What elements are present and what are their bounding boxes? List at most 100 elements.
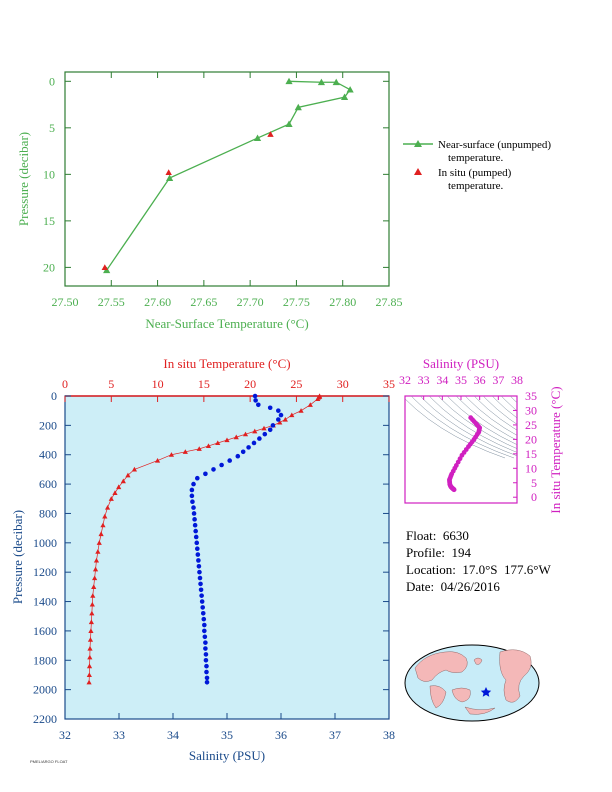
- salinity-profile-point: [267, 405, 273, 411]
- salinity-profile-point: [189, 487, 195, 493]
- temperature-profile-point: [102, 513, 108, 519]
- profile-y-tick-label: 1000: [33, 536, 57, 550]
- temperature-x-tick-label: 20: [244, 377, 256, 391]
- temperature-profile-point: [91, 584, 97, 589]
- salinity-profile-point: [197, 575, 203, 581]
- temperature-profile-point: [108, 496, 114, 501]
- ts-density-contours: [405, 396, 517, 459]
- ts-y-tick-label: 30: [525, 403, 537, 417]
- unpumped-temperature-point: [332, 78, 340, 86]
- salinity-profile-point: [195, 546, 200, 551]
- temperature-profile-point: [112, 490, 118, 495]
- salinity-profile-point: [204, 679, 210, 685]
- unpumped-temperature-point: [294, 103, 302, 111]
- salinity-profile-point: [252, 393, 258, 399]
- temperature-profile-point: [205, 443, 212, 448]
- temperature-profile-point: [87, 654, 93, 660]
- density-contour: [464, 396, 517, 436]
- profile-y-tick-label: 2200: [33, 712, 57, 726]
- profile-y-tick-label: 1200: [33, 565, 57, 579]
- salinity-profile-point: [202, 634, 208, 640]
- near-surface-x-tick-label: 27.85: [376, 295, 403, 309]
- near-surface-y-tick-label: 10: [43, 167, 55, 181]
- float-info-row: Float: 6630: [406, 528, 469, 544]
- salinity-profile-point: [201, 616, 207, 622]
- salinity-profile-point: [191, 481, 196, 487]
- temperature-profile-point: [95, 549, 101, 554]
- temperature-profile-point: [154, 458, 161, 463]
- salinity-profile-point: [191, 511, 197, 516]
- salinity-profile-point: [194, 540, 200, 546]
- temperature-profile-point: [298, 408, 304, 413]
- legend-unpumped-marker: [414, 140, 422, 147]
- ts-x-tick-label: 35: [455, 373, 467, 387]
- salinity-profile-point: [198, 581, 203, 587]
- profile-y-tick-label: 1600: [33, 624, 57, 638]
- date-info-row: Date: 04/26/2016: [406, 579, 500, 595]
- temperature-profile-point: [242, 431, 249, 437]
- salinity-profile-point: [270, 423, 276, 428]
- temperature-profile-point: [168, 452, 175, 457]
- temperature-profile-point: [116, 484, 122, 490]
- profile-y-tick-label: 1800: [33, 653, 57, 667]
- profile-y-tick-label: 400: [39, 448, 57, 462]
- temperature-x-tick-label: 30: [337, 377, 349, 391]
- profile-y-tick-label: 800: [39, 506, 57, 520]
- ts-profile-point: [451, 487, 457, 493]
- location-value: 17.0°S 177.6°W: [462, 562, 551, 577]
- temperature-profile-point: [125, 472, 131, 478]
- temperature-profile-point: [93, 557, 100, 563]
- salinity-x-tick-label: 36: [275, 728, 287, 742]
- temperature-profile-point: [87, 645, 93, 651]
- date-info-label: Date:: [406, 579, 435, 594]
- ts-x-tick-label: 36: [474, 373, 486, 387]
- salinity-profile-point: [267, 427, 273, 433]
- density-contour: [482, 396, 517, 425]
- location-map: [404, 644, 540, 722]
- temperature-profile-point: [215, 440, 221, 446]
- density-contour: [455, 396, 517, 441]
- ts-x-tick-label: 38: [511, 373, 523, 387]
- unpumped-temperature-point: [285, 77, 293, 85]
- temperature-x-tick-label: 0: [62, 377, 68, 391]
- temperature-profile-point: [282, 416, 288, 422]
- salinity-profile-point: [203, 640, 208, 645]
- pumped-temperature-point: [267, 131, 274, 137]
- salinity-profile-point: [256, 402, 261, 408]
- near-surface-x-tick-label: 27.75: [283, 295, 310, 309]
- pumped-temperature-point: [165, 169, 172, 176]
- salinity-profile-point: [195, 552, 201, 557]
- ts-y-tick-label: 35: [525, 389, 537, 403]
- salinity-profile-point: [253, 398, 258, 403]
- temperature-x-tick-label: 15: [198, 377, 210, 391]
- salinity-profile-point: [192, 522, 198, 528]
- density-contour: [500, 396, 517, 412]
- near-surface-x-tick-label: 27.60: [144, 295, 171, 309]
- near-surface-x-tick-label: 27.70: [237, 295, 264, 309]
- unpumped-temperature-point: [340, 93, 349, 101]
- salinity-profile-point: [278, 412, 284, 418]
- temperature-profile-point: [86, 672, 92, 678]
- salinity-x-tick-label: 34: [167, 728, 179, 742]
- temperature-x-tick-label: 10: [152, 377, 164, 391]
- profile-y-tick-label: 600: [39, 477, 57, 491]
- temperature-profile-point: [98, 531, 104, 537]
- near-surface-y-axis-label: Pressure (decibar): [16, 132, 31, 226]
- temperature-profile-point: [96, 540, 102, 545]
- salinity-profile-point: [195, 475, 200, 481]
- near-surface-plot-frame: [64, 71, 390, 287]
- unpumped-temperature-point: [317, 78, 326, 86]
- temperature-profile-point: [89, 601, 95, 607]
- ts-y-tick-label: 15: [525, 447, 537, 461]
- map-land: [414, 649, 532, 715]
- profile-y-tick-label: 200: [39, 418, 57, 432]
- temperature-profile-point: [100, 522, 106, 528]
- salinity-profile-point: [198, 587, 204, 593]
- salinity-profile-point: [197, 569, 202, 575]
- temperature-profile-point: [89, 610, 95, 616]
- salinity-profile-point: [240, 449, 246, 455]
- salinity-x-tick-label: 32: [59, 728, 71, 742]
- temperature-profile-point: [277, 419, 283, 425]
- salinity-profile-point: [202, 622, 207, 628]
- profile-plot-area: [64, 395, 390, 720]
